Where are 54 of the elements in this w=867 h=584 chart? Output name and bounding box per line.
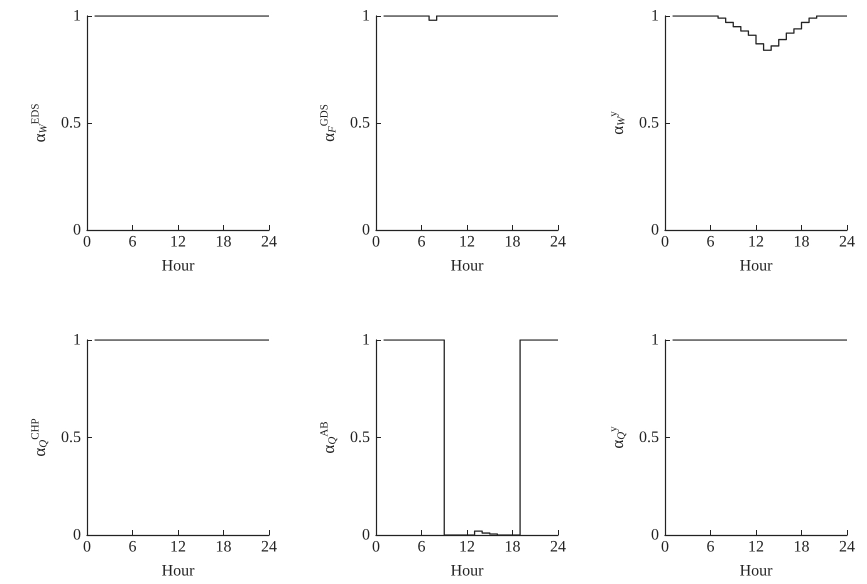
y-tick-label: 0.5 [639, 114, 659, 132]
y-axis-title: αFGDS [318, 104, 338, 142]
y-tick-label: 1 [362, 8, 370, 24]
x-axis-title: Hour [740, 562, 774, 580]
y-tick-label: 0.5 [350, 429, 370, 446]
y-tick-label: 0 [362, 526, 370, 544]
y-axis-title: αWEDS [30, 104, 50, 142]
y-tick-label: 0.5 [61, 429, 81, 446]
x-tick-label: 18 [216, 234, 232, 250]
x-tick-label: 24 [839, 538, 855, 556]
x-tick-label: 18 [504, 234, 520, 250]
x-axis-title: Hour [162, 562, 196, 580]
x-tick-label: 6 [418, 234, 426, 250]
x-tick-label: 6 [706, 234, 714, 250]
x-tick-label: 6 [706, 538, 714, 556]
x-tick-label: 12 [170, 538, 186, 556]
x-tick-label: 12 [748, 234, 764, 250]
y-tick-label: 1 [73, 332, 81, 348]
x-tick-label: 18 [794, 234, 810, 250]
y-tick-label: 0.5 [61, 114, 81, 132]
x-tick-label: 12 [459, 234, 475, 250]
y-tick-label: 0.5 [350, 114, 370, 132]
x-tick-label: 12 [170, 234, 186, 250]
x-tick-label: 18 [504, 538, 520, 556]
x-tick-label: 18 [216, 538, 232, 556]
x-tick-label: 24 [261, 538, 277, 556]
y-tick-label: 0 [651, 222, 659, 238]
y-axis-title: αQy [608, 426, 628, 449]
y-tick-label: 1 [362, 332, 370, 348]
x-axis-title: Hour [162, 258, 196, 274]
x-tick-label: 24 [261, 234, 277, 250]
x-axis-title: Hour [740, 258, 774, 274]
y-tick-label: 0 [73, 526, 81, 544]
y-tick-label: 0.5 [639, 429, 659, 446]
x-tick-label: 24 [550, 538, 566, 556]
y-tick-label: 1 [651, 8, 659, 24]
y-tick-label: 0 [73, 222, 81, 238]
x-tick-label: 24 [839, 234, 855, 250]
x-tick-label: 18 [794, 538, 810, 556]
x-axis-title: Hour [450, 562, 484, 580]
y-axis-title: αQCHP [30, 418, 50, 457]
x-tick-label: 6 [128, 234, 136, 250]
y-axis-title: αWy [608, 110, 628, 135]
x-tick-label: 6 [128, 538, 136, 556]
x-tick-label: 12 [459, 538, 475, 556]
y-tick-label: 0 [362, 222, 370, 238]
x-tick-label: 6 [418, 538, 426, 556]
x-axis-title: Hour [450, 258, 484, 274]
y-tick-label: 0 [651, 526, 659, 544]
x-tick-label: 12 [748, 538, 764, 556]
y-tick-label: 1 [73, 8, 81, 24]
y-tick-label: 1 [651, 332, 659, 348]
y-axis-title: αQAB [318, 421, 338, 454]
x-tick-label: 24 [550, 234, 566, 250]
